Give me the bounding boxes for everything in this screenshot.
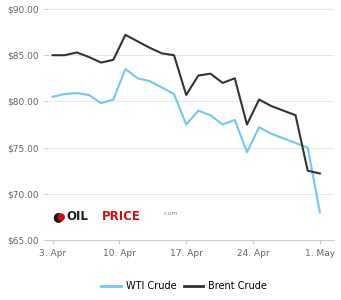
Text: .com: .com: [162, 211, 178, 216]
Text: ●: ●: [53, 210, 63, 224]
Text: ●: ●: [56, 212, 65, 222]
Text: OIL: OIL: [67, 210, 89, 224]
Legend: WTI Crude, Brent Crude: WTI Crude, Brent Crude: [97, 278, 271, 295]
Text: PRICE: PRICE: [102, 210, 141, 224]
